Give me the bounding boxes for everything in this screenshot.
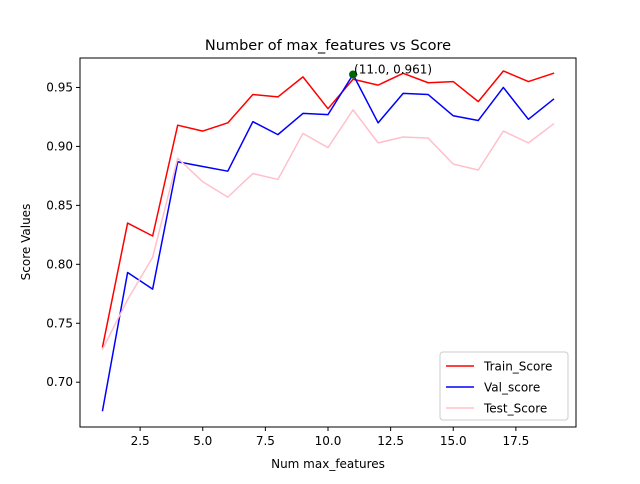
chart-title: Number of max_features vs Score (205, 38, 451, 54)
series-line-train-score (101, 70, 555, 348)
y-tick-label: 0.80 (46, 257, 73, 271)
legend-items: Train_Score Val_score Test_Score (446, 360, 552, 416)
highlight-layer: (11.0, 0.961) (349, 63, 432, 79)
legend: Train_Score Val_score Test_Score (439, 351, 569, 421)
series-layer (101, 70, 555, 412)
legend-label: Train_Score (483, 360, 552, 374)
y-tick-label: 0.95 (46, 80, 73, 94)
legend-label: Val_score (484, 381, 540, 395)
highlight-point (349, 70, 358, 79)
series-line-val-score (101, 73, 555, 412)
legend-box (439, 351, 569, 421)
legend-label: Test_Score (483, 402, 547, 416)
y-tick-label: 0.90 (46, 139, 73, 153)
x-axis-ticks: 2.5 5.0 7.5 10.0 12.5 15.0 17.5 (131, 427, 530, 448)
x-tick-label: 15.0 (440, 434, 467, 448)
x-tick-label: 7.5 (256, 434, 275, 448)
x-tick-label: 2.5 (131, 434, 150, 448)
x-tick-label: 10.0 (315, 434, 342, 448)
series-line-test-score (101, 109, 555, 351)
x-tick-label: 5.0 (193, 434, 212, 448)
x-tick-label: 17.5 (503, 434, 530, 448)
y-axis-title: Score Values (19, 204, 33, 281)
y-tick-label: 0.70 (46, 375, 73, 389)
y-tick-label: 0.75 (46, 316, 73, 330)
highlight-annotation: (11.0, 0.961) (354, 63, 432, 77)
y-axis-ticks: 0.70 0.75 0.80 0.85 0.90 0.95 (46, 80, 80, 389)
y-tick-label: 0.85 (46, 198, 73, 212)
x-tick-label: 12.5 (377, 434, 404, 448)
x-axis-title: Num max_features (271, 457, 385, 471)
